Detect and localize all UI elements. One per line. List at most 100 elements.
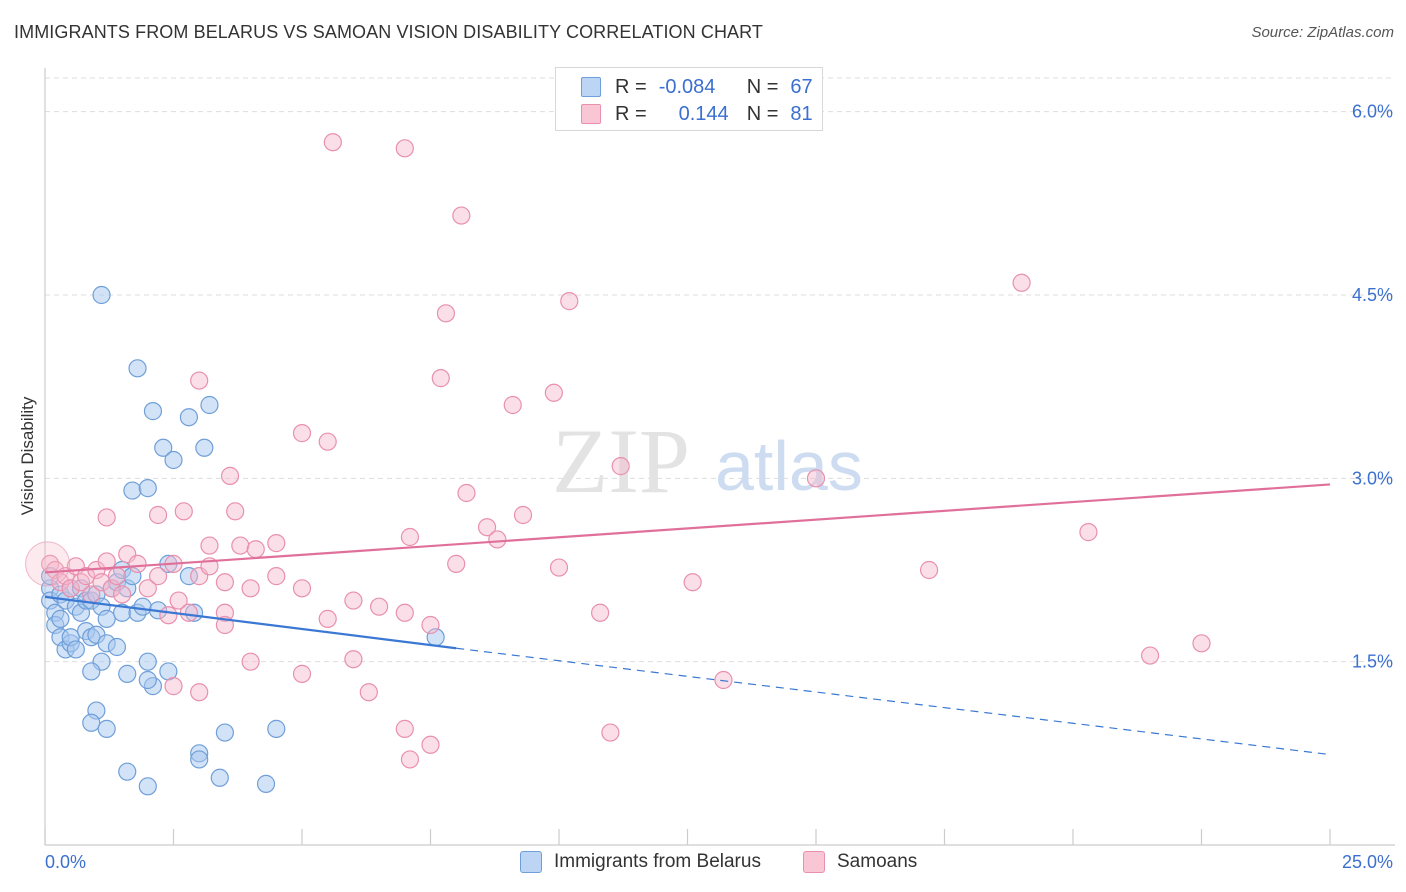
data-point-samoans (1192, 634, 1211, 653)
data-point-samoans (292, 579, 312, 598)
data-point-belarus (210, 768, 229, 787)
data-point-samoans (241, 579, 260, 598)
data-point-belarus (82, 713, 101, 732)
data-point-belarus (164, 450, 183, 470)
data-point-belarus (118, 762, 137, 781)
data-point-belarus (123, 481, 142, 500)
data-point-samoans (477, 518, 497, 537)
watermark-zip: ZIP (552, 410, 690, 512)
data-point-belarus (97, 719, 116, 738)
data-point-samoans (97, 508, 116, 527)
chart-title: IMMIGRANTS FROM BELARUS VS SAMOAN VISION… (14, 22, 764, 42)
data-point-samoans (436, 304, 456, 323)
data-point-belarus (138, 479, 157, 498)
bottom-legend-label-samoans: Samoans (837, 851, 918, 872)
data-point-samoans (1140, 646, 1160, 665)
data-point-samoans (267, 567, 286, 586)
data-point-belarus (200, 395, 219, 415)
data-point-samoans (318, 432, 337, 451)
data-point-samoans (61, 579, 80, 598)
data-point-samoans (544, 383, 563, 402)
data-point-belarus (66, 640, 85, 659)
trend-line-belarus (44, 595, 457, 650)
data-point-belarus (256, 774, 276, 793)
legend-n-value: 81 (790, 102, 813, 125)
data-point-belarus (92, 285, 111, 305)
data-point-samoans (370, 597, 389, 616)
data-point-samoans (246, 540, 265, 559)
data-point-belarus (97, 609, 116, 628)
data-point-samoans (179, 603, 199, 622)
data-point-samoans (513, 505, 533, 525)
watermark-atlas: atlas (715, 427, 863, 505)
legend-r-value: 0.144 (678, 102, 729, 125)
data-point-samoans (220, 466, 240, 485)
data-point-belarus (107, 637, 127, 657)
data-point-samoans (190, 371, 209, 390)
y-axis-label: Vision Disability (18, 396, 37, 515)
y-tick-label: 3.0% (1352, 468, 1393, 488)
x-tick-label: 25.0% (1342, 852, 1393, 872)
axes (44, 68, 1395, 846)
data-point-samoans (107, 567, 127, 586)
y-tick-label: 1.5% (1352, 652, 1393, 672)
data-point-samoans (1012, 273, 1031, 292)
data-point-samoans (148, 567, 168, 586)
data-point-samoans (488, 530, 507, 549)
legend-n-value: 67 (790, 75, 813, 98)
data-point-belarus (215, 723, 234, 742)
data-point-samoans (344, 650, 363, 669)
data-point-belarus (118, 664, 137, 683)
data-point-samoans (292, 664, 312, 683)
data-point-samoans (323, 133, 342, 152)
data-point-samoans (97, 552, 116, 571)
data-point-belarus (195, 438, 214, 457)
data-point-samoans (395, 603, 414, 622)
data-point-belarus (138, 670, 157, 690)
data-point-belarus (154, 438, 173, 457)
data-point-samoans (267, 534, 286, 553)
x-tick-label: 0.0% (45, 852, 86, 872)
trend-line-samoans (44, 483, 1331, 574)
data-point-samoans (169, 591, 188, 610)
data-point-samoans (400, 750, 420, 769)
trend-line-belarus-projection (456, 647, 1331, 756)
data-point-samoans (241, 652, 260, 671)
data-point-samoans (457, 483, 476, 503)
data-point-samoans (190, 683, 209, 702)
legend-r-value: -0.084 (658, 75, 716, 98)
data-point-samoans (421, 735, 440, 754)
data-point-samoans (1079, 523, 1098, 542)
legend-swatch-belarus (581, 77, 601, 97)
legend-r-label: R = (615, 75, 647, 98)
data-point-samoans (431, 369, 450, 388)
y-tick-label: 4.5% (1352, 285, 1393, 305)
data-point-belarus (51, 609, 70, 628)
grid-lines (45, 77, 1395, 663)
bottom-legend-swatch-belarus (520, 851, 542, 873)
data-point-belarus (179, 408, 199, 427)
data-point-samoans (452, 206, 471, 225)
bottom-legend-label-belarus: Immigrants from Belarus (554, 851, 761, 872)
data-point-samoans (601, 723, 620, 742)
data-point-belarus (82, 662, 101, 681)
data-point-samoans (231, 536, 250, 555)
data-point-samoans (714, 670, 733, 690)
data-point-belarus (133, 597, 152, 616)
data-point-samoans (806, 469, 826, 488)
data-point-samoans (447, 554, 466, 573)
trend-lines (44, 483, 1331, 756)
data-point-samoans (148, 505, 168, 525)
data-point-belarus (143, 402, 163, 421)
data-point-samoans (503, 395, 522, 415)
bottom-legend-samoans: Samoans (803, 851, 917, 873)
bottom-legend-belarus: Immigrants from Belarus (520, 851, 761, 873)
data-point-belarus (190, 750, 209, 769)
data-point-samoans (395, 719, 414, 738)
y-tick-label: 6.0% (1352, 102, 1393, 122)
data-point-samoans-large (25, 541, 71, 587)
data-point-samoans (919, 560, 939, 580)
data-point-samoans (395, 139, 414, 158)
data-point-samoans (159, 606, 178, 625)
